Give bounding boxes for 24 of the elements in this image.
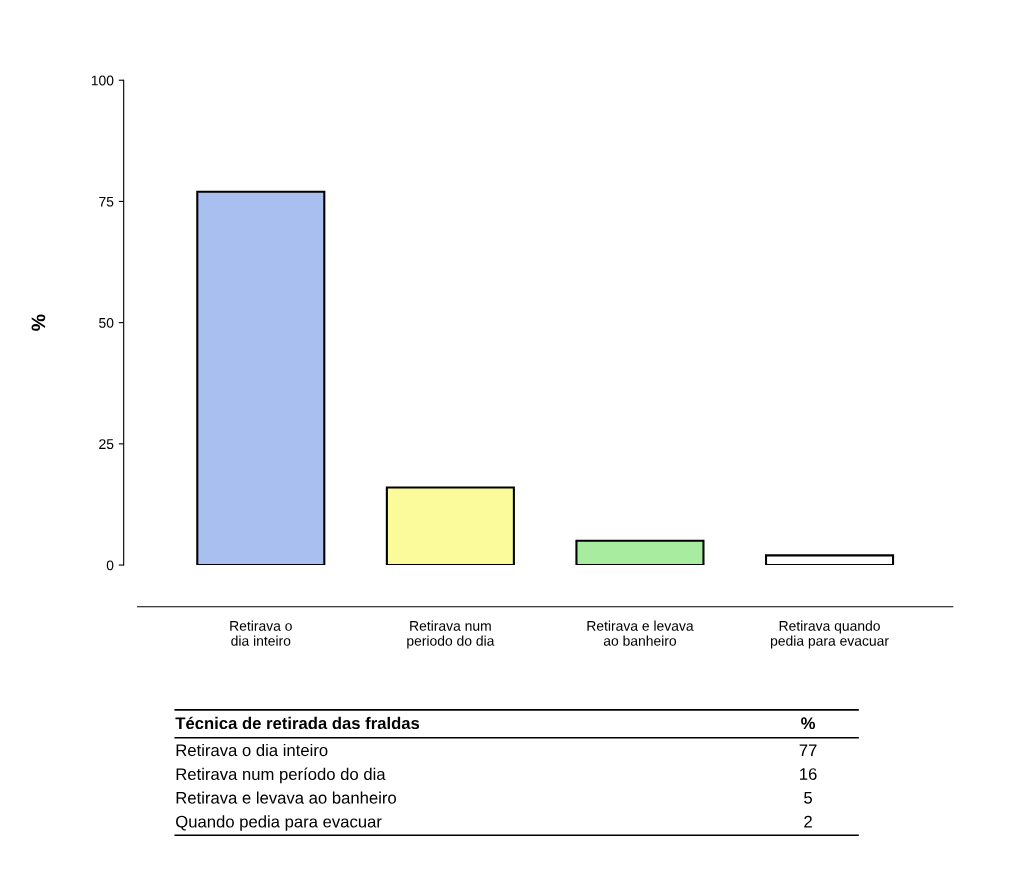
bar xyxy=(196,190,326,566)
text: % xyxy=(801,717,816,730)
y-tick-label: 100 xyxy=(91,75,114,86)
text: Retirava o dia inteiro xyxy=(176,743,328,757)
y-tick-label: 75 xyxy=(99,196,114,207)
bar xyxy=(385,486,515,566)
text: 77 xyxy=(799,744,817,756)
x-tick-label: Retirava num periodo do dia xyxy=(407,620,495,649)
x-tick-label: Retirava e levava ao banheiro xyxy=(587,620,694,646)
text: Retirava num período do dia xyxy=(176,767,386,784)
y-tick-label: 25 xyxy=(99,439,114,450)
y-axis-title: % xyxy=(31,314,46,331)
x-tick-label: Retirava quando pedia para evacuar xyxy=(770,620,889,649)
text: Técnica de retirada das fraldas xyxy=(175,716,420,730)
text: Retirava e levava ao banheiro xyxy=(176,791,396,804)
bar xyxy=(575,539,705,566)
y-tick-label: 50 xyxy=(99,317,114,328)
text: 5 xyxy=(804,792,812,804)
text: 2 xyxy=(804,815,812,828)
bar xyxy=(764,554,895,566)
text: Quando pedia para evacuar xyxy=(176,815,382,831)
text: 16 xyxy=(800,768,817,780)
x-tick-label: Retirava o dia inteiro xyxy=(230,620,292,646)
y-tick-label: 0 xyxy=(106,560,114,571)
